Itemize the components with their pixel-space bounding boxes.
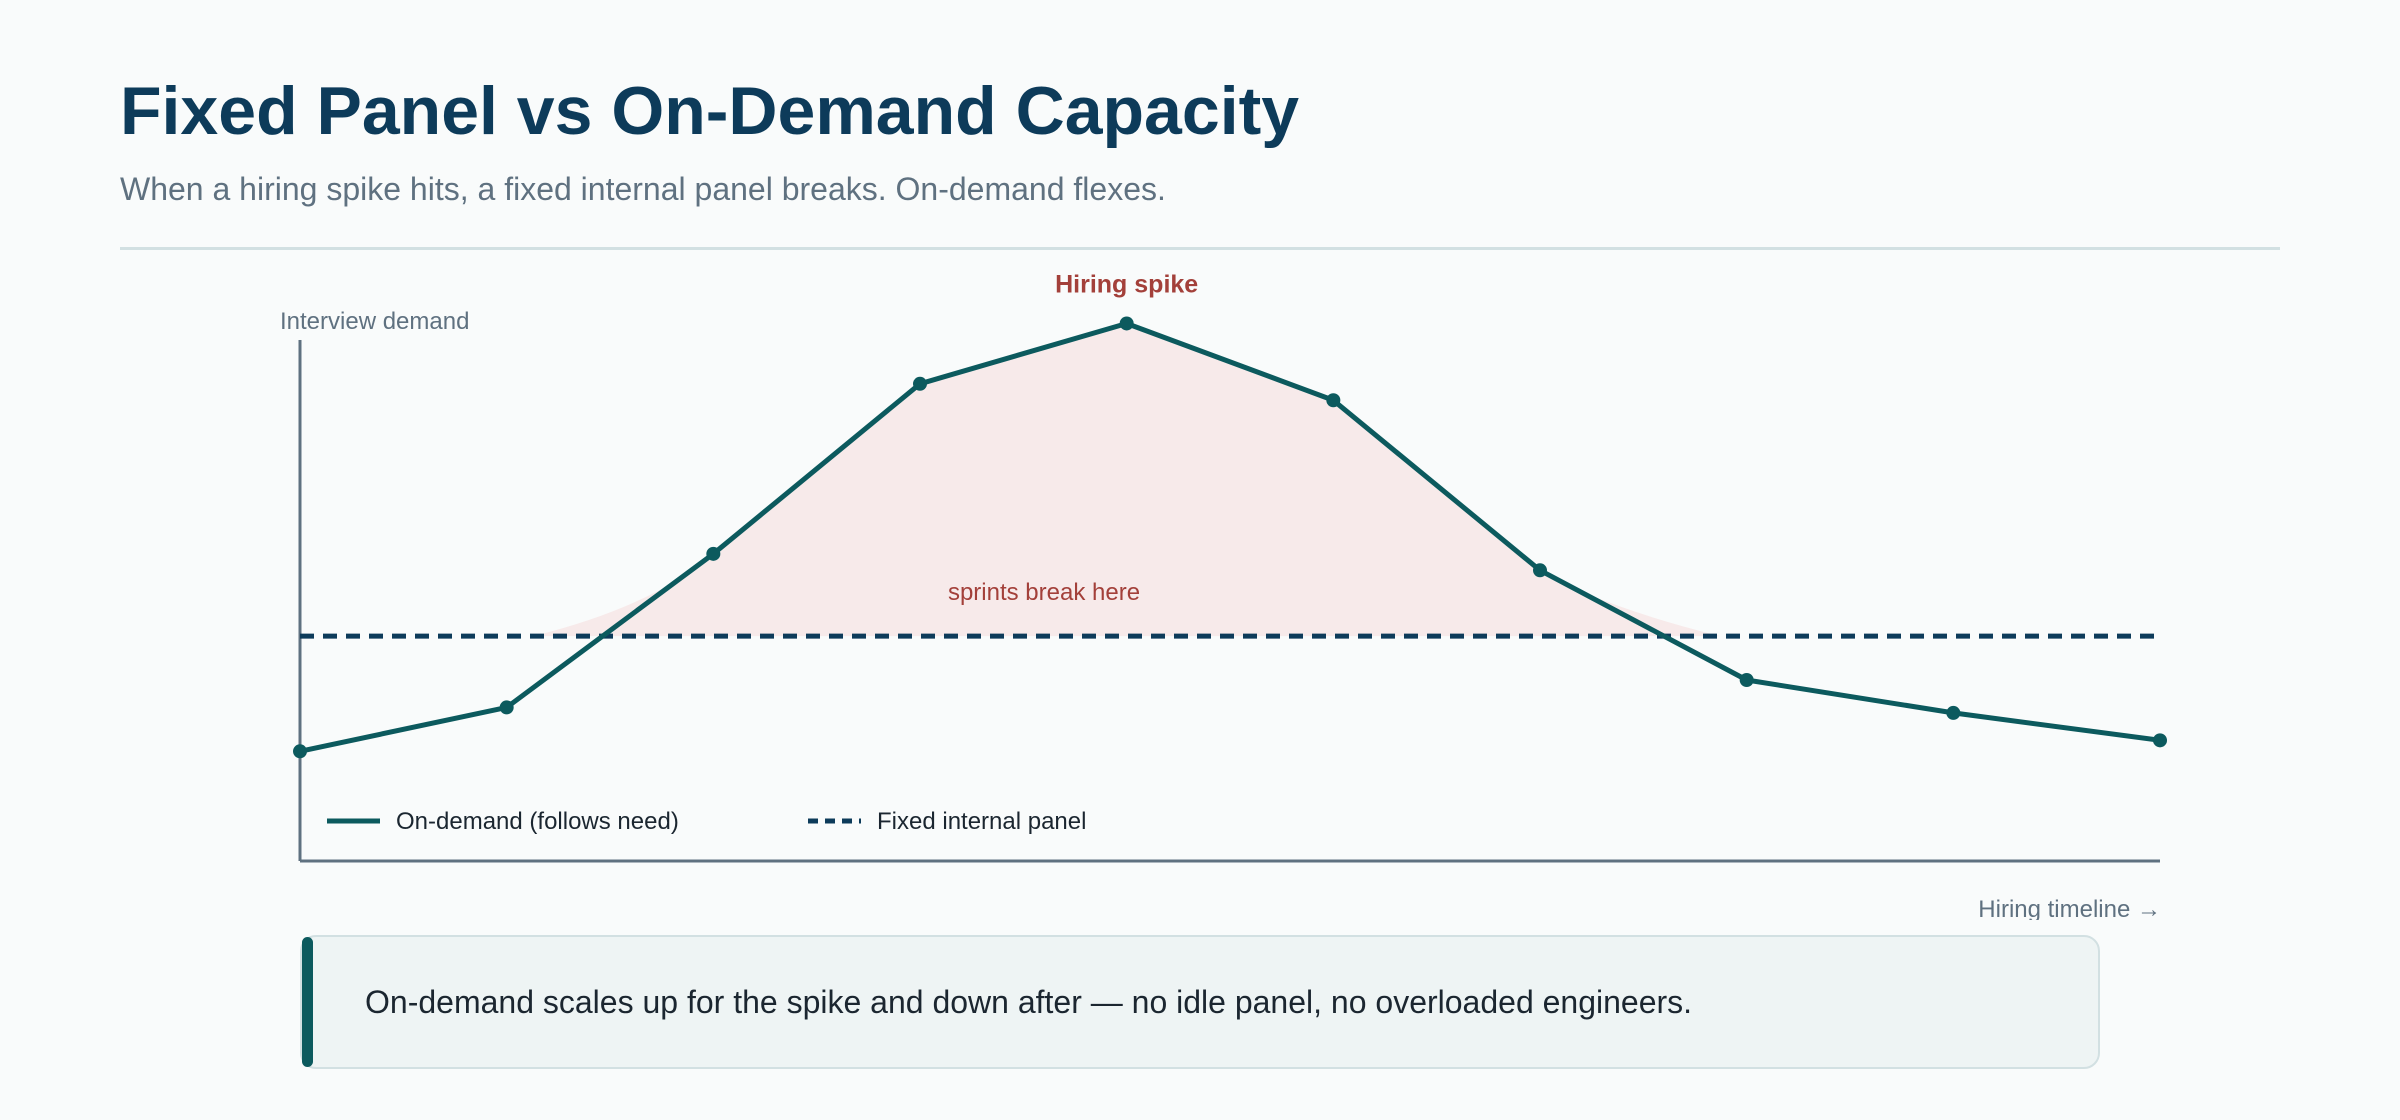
- data-point-on-demand-8: [1739, 672, 1754, 687]
- legend-label-on-demand: On-demand (follows need): [396, 808, 679, 835]
- annotation-sprints-break: sprints break here: [948, 579, 1140, 606]
- y-axis-label: Interview demand: [280, 308, 469, 335]
- data-point-on-demand-5: [1119, 316, 1134, 331]
- data-point-on-demand-7: [1533, 563, 1547, 578]
- page-subtitle: When a hiring spike hits, a fixed intern…: [120, 171, 1166, 207]
- series-line-on-demand: [299, 320, 2161, 754]
- data-point-on-demand-1: [293, 744, 307, 759]
- x-axis-label: Hiring timeline →: [1978, 896, 2161, 920]
- data-point-on-demand-9: [1946, 705, 1961, 720]
- data-point-on-demand-3: [706, 546, 721, 561]
- data-point-on-demand-10: [2153, 733, 2167, 748]
- callout-accent-bar: [302, 937, 313, 1067]
- line-chart: Interview demand Hiring timeline → Hirin…: [280, 270, 2167, 920]
- page-title: Fixed Panel vs On-Demand Capacity: [120, 73, 1300, 149]
- data-point-on-demand-2: [499, 700, 514, 715]
- summary-callout: On-demand scales up for the spike and do…: [300, 935, 2100, 1069]
- overload-shaded-area: [533, 323, 1721, 637]
- on-demand-points: [293, 316, 2167, 759]
- chart-legend: On-demand (follows need) Fixed internal …: [327, 808, 1086, 835]
- legend-label-fixed-panel: Fixed internal panel: [877, 808, 1086, 835]
- data-point-on-demand-6: [1326, 393, 1341, 408]
- annotation-hiring-spike: Hiring spike: [1055, 270, 1198, 298]
- callout-text: On-demand scales up for the spike and do…: [365, 984, 1693, 1020]
- header-divider: [120, 247, 2280, 250]
- data-point-on-demand-4: [913, 376, 927, 391]
